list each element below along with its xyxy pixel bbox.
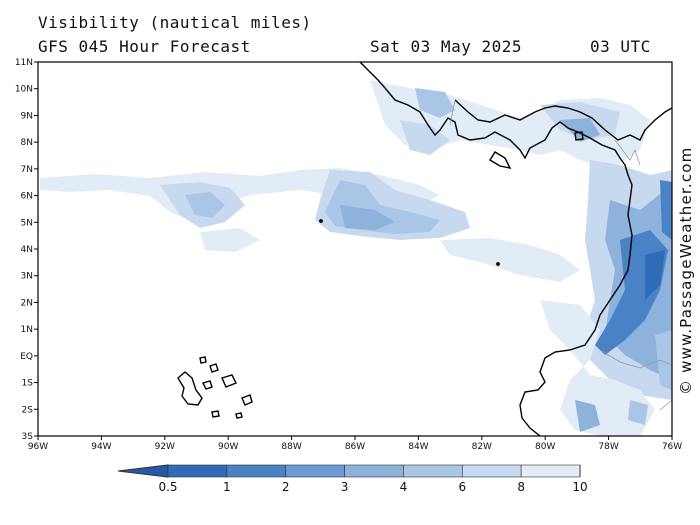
galapagos-island bbox=[241, 394, 253, 406]
axis-ticks: 96W 94W 92W 90W 88W 86W 84W 82W 80W 78W 76W 11N 10N 9… bbox=[15, 58, 682, 452]
colorbar-label: 0.5 bbox=[158, 480, 177, 494]
lon-label: 80W bbox=[535, 442, 555, 452]
forecast-hour-label: GFS 045 Hour Forecast bbox=[38, 37, 251, 56]
lon-label: 86W bbox=[345, 442, 365, 452]
lat-label: 8N bbox=[21, 138, 33, 148]
azuero-peninsula bbox=[489, 151, 512, 169]
border-line bbox=[599, 349, 672, 369]
lat-label: 1S bbox=[22, 379, 34, 389]
fog-patch bbox=[660, 180, 672, 240]
galapagos-island bbox=[221, 374, 237, 388]
lat-label: 3S bbox=[22, 432, 34, 442]
fog-patch bbox=[440, 238, 580, 282]
colorbar-label: 6 bbox=[458, 480, 466, 494]
colorbar-label: 1 bbox=[223, 480, 231, 494]
colorbar-segment bbox=[461, 464, 522, 478]
cocos-island bbox=[319, 219, 323, 223]
galapagos-island bbox=[235, 412, 243, 419]
fog-patch bbox=[655, 330, 672, 390]
colorbar-label: 4 bbox=[400, 480, 408, 494]
colorbar-segment bbox=[226, 464, 287, 478]
fog-patch bbox=[645, 250, 665, 300]
lat-label: 3N bbox=[21, 272, 33, 282]
colorbar-segment bbox=[520, 464, 581, 478]
lon-label: 96W bbox=[28, 442, 48, 452]
fog-patch bbox=[415, 88, 455, 118]
galapagos-island bbox=[211, 410, 220, 418]
fog-patch bbox=[540, 300, 655, 436]
lat-label: 6N bbox=[21, 192, 33, 202]
lon-label: 90W bbox=[218, 442, 238, 452]
colorbar-label: 3 bbox=[341, 480, 349, 494]
fog-patch bbox=[400, 120, 450, 155]
lat-label: 5N bbox=[21, 218, 33, 228]
colorbar-segment bbox=[285, 464, 345, 478]
lat-label: 9N bbox=[21, 111, 33, 121]
lon-label: 94W bbox=[91, 442, 111, 452]
gulf-island bbox=[574, 131, 584, 141]
fog-patch bbox=[200, 228, 260, 252]
fog-patch bbox=[340, 205, 395, 230]
colorbar-label: 2 bbox=[282, 480, 290, 494]
lon-label: 78W bbox=[598, 442, 618, 452]
coastline bbox=[177, 62, 672, 436]
border-line bbox=[614, 139, 641, 166]
colorbar-segment bbox=[403, 464, 463, 478]
malpelo-island bbox=[496, 262, 500, 266]
copyright-credit: © www.PassageWeather.com bbox=[677, 146, 695, 395]
lat-label: 1N bbox=[21, 325, 33, 335]
galapagos-isabela bbox=[177, 371, 203, 406]
lat-label: 4N bbox=[21, 245, 33, 255]
lon-label: 92W bbox=[155, 442, 175, 452]
colorbar-segment bbox=[344, 464, 404, 478]
lon-label: 88W bbox=[281, 442, 301, 452]
border-line bbox=[449, 99, 456, 126]
visibility-shading bbox=[40, 80, 672, 436]
galapagos-island bbox=[209, 363, 219, 373]
lat-label: 11N bbox=[15, 58, 33, 68]
lon-label: 76W bbox=[662, 442, 682, 452]
lat-label: 7N bbox=[21, 165, 33, 175]
colorbar-label: 10 bbox=[572, 480, 587, 494]
fog-patch bbox=[185, 192, 225, 218]
fog-patch bbox=[575, 400, 600, 432]
forecast-date: Sat 03 May 2025 bbox=[370, 37, 522, 56]
lat-label: EQ bbox=[20, 352, 33, 362]
chart-title: Visibility (nautical miles) bbox=[38, 13, 312, 32]
lon-label: 82W bbox=[472, 442, 492, 452]
lat-label: 10N bbox=[15, 85, 33, 95]
lat-label: 2N bbox=[21, 298, 33, 308]
colorbar-segment bbox=[167, 464, 228, 478]
forecast-time: 03 UTC bbox=[590, 37, 651, 56]
galapagos-island bbox=[199, 356, 207, 364]
lat-label: 2S bbox=[22, 405, 34, 415]
colorbar-label: 8 bbox=[517, 480, 525, 494]
fog-patch bbox=[560, 118, 600, 142]
colorbar-legend: 0.5 1 2 3 4 6 8 10 bbox=[117, 464, 588, 494]
lon-label: 84W bbox=[408, 442, 428, 452]
galapagos-island bbox=[201, 380, 213, 390]
colorbar-under-arrow bbox=[117, 464, 169, 478]
caribbean-coast bbox=[454, 99, 672, 141]
fog-patch bbox=[628, 400, 648, 425]
country-borders bbox=[449, 99, 672, 411]
central-america-coast bbox=[359, 62, 633, 436]
border-line bbox=[659, 399, 672, 411]
